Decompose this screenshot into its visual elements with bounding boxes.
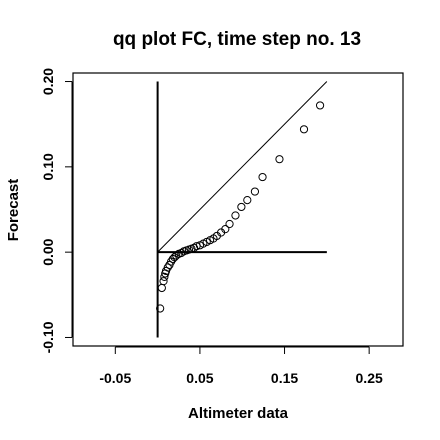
x-tick-label: 0.25: [356, 370, 383, 386]
x-tick-label: 0.05: [186, 370, 213, 386]
data-point: [156, 304, 165, 313]
data-point: [315, 101, 325, 110]
data-point: [237, 202, 246, 212]
data-point: [225, 219, 234, 229]
data-point: [163, 263, 172, 272]
data-point: [275, 155, 284, 164]
x-tick-label: -0.05: [99, 370, 131, 386]
y-axis-label: Forecast: [5, 179, 22, 242]
data-point: [177, 248, 186, 258]
data-point: [250, 187, 260, 196]
data-point: [157, 283, 166, 293]
y-tick-label: 0.00: [40, 238, 56, 265]
data-point: [258, 172, 267, 182]
x-tick-label: 0.15: [271, 370, 298, 386]
plot-frame: [72, 72, 404, 347]
reference-lines: [156, 81, 328, 338]
data-point: [243, 196, 252, 205]
data-point: [299, 125, 309, 134]
y-tick-label: 0.20: [40, 68, 56, 95]
chart-title: qq plot FC, time step no. 13: [113, 29, 361, 50]
data-points: [156, 101, 325, 313]
reference-line-identity: [157, 81, 328, 253]
y-tick-label: 0.10: [40, 153, 56, 180]
x-axis-label: Altimeter data: [188, 405, 289, 422]
data-point: [160, 272, 169, 281]
x-axis: -0.05 0.05 0.15 0.25: [99, 346, 383, 386]
data-point: [159, 277, 168, 286]
data-point: [231, 211, 240, 220]
y-tick-label: -0.10: [40, 321, 56, 353]
data-point: [172, 251, 181, 260]
data-point: [221, 225, 230, 234]
y-axis: -0.10 0.00 0.10 0.20: [40, 68, 73, 353]
